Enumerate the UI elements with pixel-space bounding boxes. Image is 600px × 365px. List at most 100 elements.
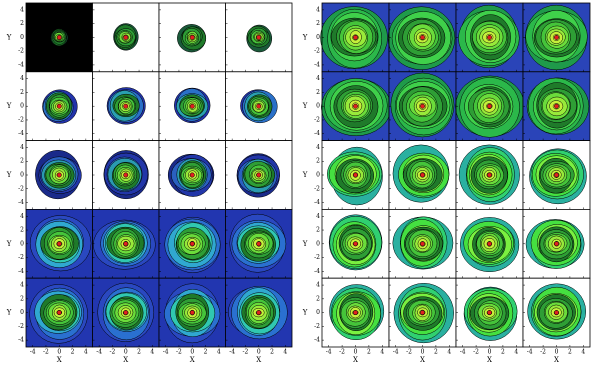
core (420, 241, 425, 247)
core (420, 172, 425, 178)
x-axis-label: X (353, 356, 358, 364)
x-tick-label: -4 (527, 349, 533, 356)
y-tick-label: 0 (316, 103, 320, 110)
x-tick-label: 2 (501, 349, 505, 356)
core (256, 310, 262, 316)
x-axis-label: X (554, 356, 559, 364)
core (353, 172, 358, 178)
y-tick-label: -2 (314, 116, 320, 123)
core (487, 103, 492, 109)
y-tick-label: 4 (316, 75, 320, 82)
core (487, 34, 492, 40)
x-tick-label: 0 (57, 349, 61, 356)
panel (321, 208, 390, 279)
y-axis-label: Y (6, 171, 12, 179)
y-tick-label: 2 (316, 227, 320, 234)
core (420, 310, 425, 316)
y-tick-label: 0 (20, 172, 24, 179)
panel (25, 140, 93, 210)
y-tick-label: 0 (20, 240, 24, 247)
x-tick-label: -4 (326, 349, 332, 356)
y-axis-label: Y (302, 102, 308, 110)
y-tick-label: 4 (20, 213, 24, 220)
x-tick-label: 4 (380, 349, 384, 356)
x-tick-label: -2 (473, 349, 479, 356)
y-tick-label: 2 (20, 227, 24, 234)
panel (522, 71, 591, 142)
panel (158, 2, 226, 73)
core (56, 310, 62, 316)
core (487, 241, 492, 247)
y-tick-label: 4 (316, 144, 320, 151)
y-tick-label: 2 (316, 20, 320, 27)
y-tick-label: 4 (316, 6, 320, 13)
x-tick-label: -2 (540, 349, 546, 356)
core (189, 310, 195, 316)
panel (92, 140, 160, 210)
panel (158, 140, 226, 210)
core (56, 103, 62, 109)
x-axis-label: X (57, 356, 62, 364)
x-tick-label: -2 (43, 349, 49, 356)
core (123, 172, 129, 178)
x-tick-label: 2 (434, 349, 438, 356)
y-tick-label: -4 (18, 61, 24, 68)
x-tick-label: -2 (243, 349, 249, 356)
panel (158, 71, 226, 142)
y-tick-label: -4 (18, 199, 24, 206)
x-tick-label: 2 (204, 349, 208, 356)
y-tick-label: 4 (20, 6, 24, 13)
panel (321, 71, 392, 142)
y-tick-label: -4 (18, 268, 24, 275)
x-axis-label: X (190, 356, 195, 364)
panel (388, 277, 457, 348)
panel (225, 208, 293, 279)
panel (522, 140, 591, 210)
panel (320, 2, 390, 73)
x-tick-label: 0 (124, 349, 128, 356)
y-tick-label: -4 (314, 61, 320, 68)
x-tick-label: 2 (367, 349, 371, 356)
core (554, 241, 559, 247)
y-tick-label: 2 (316, 89, 320, 96)
core (56, 172, 62, 178)
y-tick-label: -2 (314, 48, 320, 55)
x-axis-label: X (487, 356, 492, 364)
x-axis-label: X (123, 356, 128, 364)
y-tick-label: -2 (314, 185, 320, 192)
panel (455, 208, 524, 279)
panel (522, 2, 591, 73)
y-tick-label: 4 (316, 282, 320, 289)
x-tick-label: 2 (137, 349, 141, 356)
y-axis-label: Y (6, 240, 12, 248)
x-tick-label: 4 (283, 349, 287, 356)
panel (455, 2, 524, 73)
panel (455, 140, 524, 210)
y-tick-label: 0 (316, 240, 320, 247)
x-tick-label: 0 (555, 349, 559, 356)
panel (387, 2, 457, 73)
y-tick-label: -2 (314, 323, 320, 330)
y-tick-label: -4 (314, 199, 320, 206)
y-axis-label: Y (302, 240, 308, 248)
y-tick-label: -2 (18, 254, 24, 261)
core (189, 241, 195, 247)
y-tick-label: 4 (20, 144, 24, 151)
y-tick-label: 2 (20, 20, 24, 27)
core (189, 103, 195, 109)
x-tick-label: 4 (150, 349, 154, 356)
y-tick-label: 0 (20, 103, 24, 110)
core (353, 310, 358, 316)
y-tick-label: 0 (20, 309, 24, 316)
core (256, 103, 262, 109)
x-tick-label: 4 (581, 349, 585, 356)
panel (455, 71, 525, 142)
y-axis-label: Y (302, 309, 308, 317)
panel (522, 277, 591, 348)
y-tick-label: 0 (20, 34, 24, 41)
x-tick-label: -2 (406, 349, 412, 356)
panel (158, 277, 226, 348)
x-tick-label: -4 (393, 349, 399, 356)
x-tick-label: 0 (421, 349, 425, 356)
